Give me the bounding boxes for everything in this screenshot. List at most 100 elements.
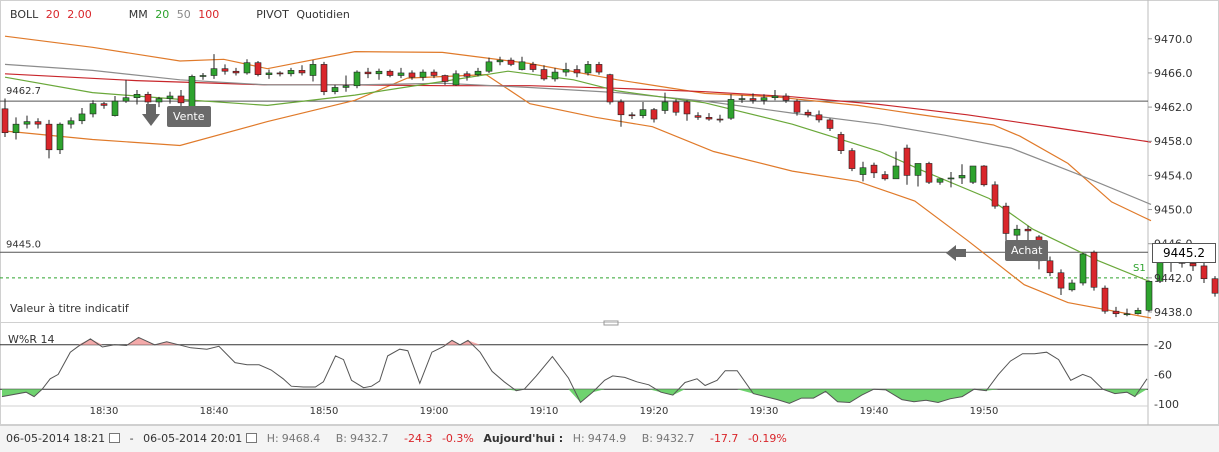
candle-body xyxy=(936,178,944,183)
candle-body xyxy=(584,64,592,74)
candle-body xyxy=(276,72,284,75)
candle-body xyxy=(309,64,317,76)
candle xyxy=(727,94,735,120)
candle-body xyxy=(991,184,999,207)
candle xyxy=(210,54,218,79)
price-chart[interactable]: 9470.09466.09462.09458.09454.09450.09446… xyxy=(0,0,1219,425)
candle-body xyxy=(639,109,647,116)
candle-body xyxy=(111,100,119,116)
legend-mm100: 100 xyxy=(198,8,220,21)
candle xyxy=(848,148,856,172)
legend-pivot-period: Quotidien xyxy=(296,8,350,21)
candle-body xyxy=(694,115,702,118)
candle xyxy=(419,69,427,81)
candle-body xyxy=(23,121,31,125)
candle-body xyxy=(1090,251,1098,288)
candle-body xyxy=(1057,272,1065,289)
today-high: 9474.9 xyxy=(587,432,627,445)
range-separator: - xyxy=(129,432,134,445)
candle xyxy=(452,70,460,86)
candle xyxy=(276,71,284,77)
change-value: -24.3 xyxy=(403,432,433,445)
candle-body xyxy=(221,68,229,72)
today-label: Aujourd'hui : xyxy=(483,432,564,445)
candle xyxy=(463,71,471,81)
candle xyxy=(683,100,691,121)
candle xyxy=(716,114,724,123)
calendar-icon[interactable] xyxy=(109,433,121,443)
calendar-icon[interactable] xyxy=(246,433,258,443)
candle xyxy=(1200,262,1208,283)
candle-body xyxy=(562,69,570,73)
candle-body xyxy=(1,108,9,134)
candle xyxy=(155,96,163,108)
boll-upper-line xyxy=(4,35,1152,222)
candle-body xyxy=(364,71,372,75)
candle-body xyxy=(782,95,790,101)
candle xyxy=(221,64,229,75)
wr-title: W%R 14 xyxy=(8,333,54,346)
candle xyxy=(133,90,141,105)
candle xyxy=(749,93,757,104)
chart-frame xyxy=(0,0,1219,425)
buy-signal-label[interactable]: Achat xyxy=(1005,240,1049,261)
x-tick-label: 19:40 xyxy=(860,406,889,417)
candle xyxy=(760,94,768,105)
candle-body xyxy=(826,119,834,129)
candle-body xyxy=(1046,260,1054,274)
y-tick-label: 9470.0 xyxy=(1154,33,1193,46)
candle xyxy=(859,161,867,182)
candle xyxy=(298,65,306,76)
candle-body xyxy=(716,118,724,121)
candle-body xyxy=(67,120,75,125)
candle-body xyxy=(1112,310,1120,315)
candle-body xyxy=(375,70,383,75)
buy-arrow-icon xyxy=(946,245,966,261)
candle-body xyxy=(672,101,680,113)
legend-boll-period: 20 xyxy=(45,8,60,21)
candle-body xyxy=(430,71,438,76)
candle xyxy=(199,72,207,80)
sell-signal-label[interactable]: Vente xyxy=(167,106,211,127)
candle xyxy=(1079,253,1087,286)
indicator-legend[interactable]: BOLL 20 2.00 MM 20 50 100 PIVOT Quotidie… xyxy=(10,8,354,21)
candle xyxy=(969,165,977,184)
candle-body xyxy=(925,163,933,183)
candle xyxy=(1145,280,1153,313)
candle-body xyxy=(1002,205,1010,234)
candle xyxy=(705,113,713,121)
candle xyxy=(1123,308,1131,317)
candle-body xyxy=(1211,278,1219,294)
today-change: -17.7 xyxy=(709,432,739,445)
candle xyxy=(23,115,31,129)
candle xyxy=(595,61,603,75)
candle xyxy=(166,91,174,104)
wr-tick-label: -100 xyxy=(1154,398,1179,411)
candle-body xyxy=(771,95,779,99)
legend-pivot-name: PIVOT xyxy=(256,8,289,21)
panel-resize-handle[interactable] xyxy=(603,320,619,326)
candle-body xyxy=(100,103,108,106)
candle-body xyxy=(122,97,130,102)
candle-body xyxy=(683,101,691,115)
wr-tick-label: -60 xyxy=(1154,368,1172,381)
candle xyxy=(265,69,273,79)
candle-body xyxy=(1079,253,1087,284)
y-tick-label: 9442.0 xyxy=(1154,272,1193,285)
candle xyxy=(529,61,537,73)
range-to: 06-05-2014 20:01 xyxy=(143,432,243,445)
candle-body xyxy=(166,95,174,99)
candle xyxy=(837,131,845,155)
candle-body xyxy=(617,101,625,116)
candle xyxy=(1134,307,1142,315)
candle xyxy=(1101,285,1109,314)
candle-body xyxy=(232,70,240,74)
candle xyxy=(936,178,944,185)
candle xyxy=(45,119,53,159)
candle-body xyxy=(540,69,548,80)
candle-body xyxy=(254,62,262,75)
y-tick-label: 9462.0 xyxy=(1154,101,1193,114)
today-high-label: H: xyxy=(572,432,585,445)
candle-body xyxy=(848,150,856,169)
boll-lower-line xyxy=(4,73,1152,319)
